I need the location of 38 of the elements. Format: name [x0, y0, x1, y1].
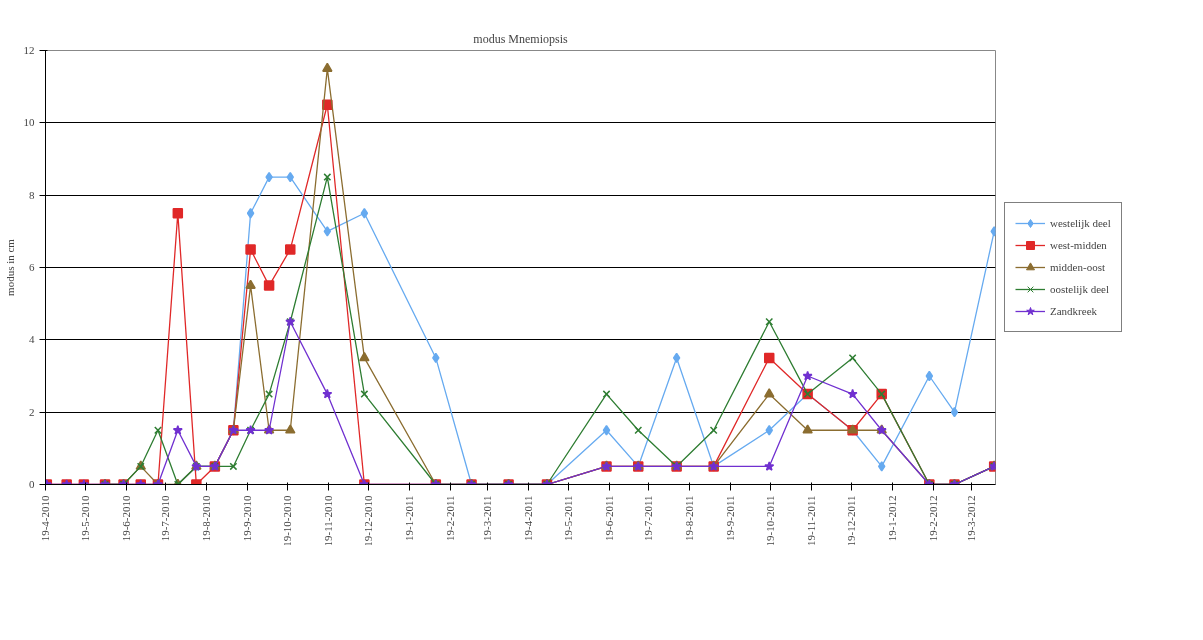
x-tick-label: 19-10-2011 [764, 495, 777, 547]
legend-label: westelijk deel [1050, 217, 1111, 229]
y-tick-label: 0 [29, 478, 35, 490]
x-tick-label: 19-8-2010 [200, 495, 213, 542]
x-tick-label: 19-10-2010 [281, 495, 294, 547]
x-tick-label: 19-3-2011 [480, 495, 493, 541]
y-tick-label: 2 [29, 405, 35, 418]
x-tick-label: 19-11-2011 [805, 495, 818, 547]
x-tick-label: 19-7-2011 [642, 495, 655, 541]
y-tick-label: 8 [29, 188, 35, 201]
x-tick-label: 19-6-2010 [119, 495, 132, 542]
x-tick-label: 19-5-2010 [78, 495, 91, 542]
x-tick-label: 19-2-2012 [926, 495, 939, 542]
legend-label: midden-oost [1050, 261, 1105, 273]
x-tick-label: 19-3-2012 [965, 495, 978, 542]
y-tick-label: 4 [29, 333, 35, 346]
x-tick-label: 19-8-2011 [683, 495, 696, 541]
y-tick-label: 6 [29, 261, 35, 273]
legend-label: Zandkreek [1050, 305, 1098, 317]
x-tick-label: 19-6-2011 [602, 495, 615, 541]
x-tick-label: 19-1-2012 [885, 495, 898, 542]
x-tick-label: 19-1-2011 [402, 495, 415, 541]
y-tick-label: 10 [23, 116, 35, 129]
x-tick-label: 19-9-2010 [241, 495, 254, 542]
chart-title: modus Mnemiopsis [473, 31, 568, 46]
x-tick-label: 19-4-2010 [39, 495, 51, 542]
x-tick-label: 19-5-2011 [561, 495, 574, 541]
x-tick-label: 19-2-2011 [443, 495, 456, 541]
x-tick-label: 19-4-2011 [521, 495, 534, 541]
legend-label: oostelijk deel [1050, 283, 1109, 295]
y-tick-label: 12 [23, 44, 35, 56]
legend-label: west-midden [1050, 239, 1107, 251]
x-tick-label: 19-12-2011 [844, 495, 857, 547]
x-tick-label: 19-7-2010 [159, 495, 172, 542]
x-tick-label: 19-11-2010 [322, 495, 335, 547]
x-tick-label: 19-9-2011 [724, 495, 737, 541]
x-tick-label: 19-12-2010 [361, 495, 374, 547]
y-axis-title: modus in cm [3, 238, 16, 296]
